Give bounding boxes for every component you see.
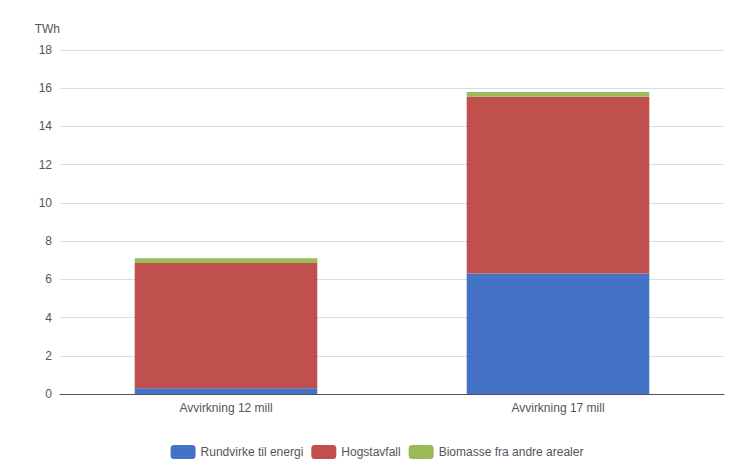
svg-text:0: 0 [45, 387, 52, 401]
svg-text:8: 8 [45, 234, 52, 248]
svg-text:2: 2 [45, 349, 52, 363]
svg-text:Avvirkning 17 mill: Avvirkning 17 mill [511, 401, 604, 415]
svg-text:14: 14 [39, 119, 53, 133]
svg-text:Biomasse fra andre arealer: Biomasse fra andre arealer [439, 445, 584, 459]
svg-text:12: 12 [39, 158, 53, 172]
svg-text:18: 18 [39, 43, 53, 57]
svg-text:TWh: TWh [35, 22, 60, 36]
svg-text:Hogstavfall: Hogstavfall [341, 445, 400, 459]
svg-text:4: 4 [45, 311, 52, 325]
svg-text:Rundvirke til energi: Rundvirke til energi [201, 445, 304, 459]
svg-text:16: 16 [39, 81, 53, 95]
svg-text:Avvirkning 12 mill: Avvirkning 12 mill [179, 401, 272, 415]
svg-text:10: 10 [39, 196, 53, 210]
svg-text:6: 6 [45, 272, 52, 286]
